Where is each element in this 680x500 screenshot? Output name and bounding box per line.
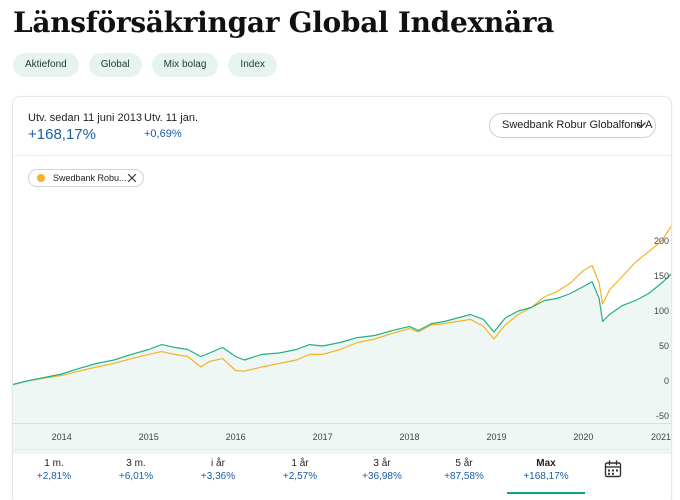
daily-change-stat: Utv. 11 jan. +0,69% bbox=[144, 112, 198, 140]
performance-card: Utv. sedan 11 juni 2013 +168,17% Utv. 11… bbox=[12, 96, 672, 500]
since-start-label: Utv. sedan 11 juni 2013 bbox=[28, 112, 142, 124]
period-label: 3 år bbox=[373, 458, 391, 469]
compare-chip: Swedbank Robu... bbox=[28, 169, 144, 187]
daily-change-value: +0,69% bbox=[144, 128, 182, 140]
calendar-icon bbox=[604, 460, 622, 478]
y-tick-label: 200 bbox=[654, 236, 669, 246]
x-tick-label: 2021 bbox=[650, 432, 671, 442]
fund-tags: Aktiefond Global Mix bolag Index bbox=[13, 53, 277, 77]
compare-series-line bbox=[13, 225, 671, 386]
period-value: +6,01% bbox=[118, 471, 154, 482]
x-tick-label: 2015 bbox=[138, 432, 159, 442]
period-label: 5 år bbox=[455, 458, 473, 469]
calendar-button[interactable] bbox=[587, 450, 637, 494]
y-tick-label: 150 bbox=[654, 271, 669, 281]
since-start-value: +168,17% bbox=[28, 126, 96, 143]
daily-change-label: Utv. 11 jan. bbox=[144, 112, 199, 124]
series-color-dot bbox=[37, 174, 45, 182]
period-1y[interactable]: 1 år +2,57% bbox=[259, 450, 341, 494]
compare-fund-selected: Swedbank Robur Globalfond A bbox=[502, 119, 653, 131]
period-1m[interactable]: 1 m. +2,81% bbox=[13, 450, 95, 494]
period-value: +87,58% bbox=[444, 471, 484, 482]
period-value: +2,57% bbox=[282, 471, 318, 482]
close-icon[interactable] bbox=[127, 173, 137, 183]
x-tick-label: 2019 bbox=[486, 432, 507, 442]
x-tick-label: 2020 bbox=[573, 432, 594, 442]
period-ytd[interactable]: i år +3,36% bbox=[177, 450, 259, 494]
x-axis-line bbox=[13, 423, 671, 424]
period-3y[interactable]: 3 år +36,98% bbox=[341, 450, 423, 494]
period-5y[interactable]: 5 år +87,58% bbox=[423, 450, 505, 494]
header-divider bbox=[13, 155, 671, 156]
chevron-down-icon bbox=[636, 122, 646, 128]
periods-divider bbox=[13, 449, 671, 450]
since-start-stat: Utv. sedan 11 juni 2013 +168,17% bbox=[28, 112, 142, 143]
x-tick-label: 2016 bbox=[225, 432, 246, 442]
performance-chart[interactable]: 200 150 100 50 0 -50 bbox=[13, 192, 671, 454]
tag-global[interactable]: Global bbox=[88, 53, 142, 77]
period-value: +2,81% bbox=[36, 471, 72, 482]
y-tick-label: 0 bbox=[664, 376, 669, 386]
tag-mix-bolag[interactable]: Mix bolag bbox=[151, 53, 219, 77]
period-value: +3,36% bbox=[200, 471, 236, 482]
period-label: 3 m. bbox=[126, 458, 146, 469]
y-tick-label: -50 bbox=[656, 411, 669, 421]
compare-fund-select[interactable]: Swedbank Robur Globalfond A bbox=[489, 113, 656, 138]
period-label: 1 år bbox=[291, 458, 309, 469]
fund-series-line bbox=[13, 273, 671, 386]
x-tick-label: 2017 bbox=[312, 432, 333, 442]
fund-area-fill bbox=[13, 274, 671, 454]
x-tick-label: 2018 bbox=[399, 432, 420, 442]
period-label: 1 m. bbox=[44, 458, 64, 469]
compare-chip-label: Swedbank Robu... bbox=[53, 173, 127, 183]
period-selector: 1 m. +2,81% 3 m. +6,01% i år +3,36% 1 år… bbox=[13, 450, 671, 494]
y-tick-label: 50 bbox=[659, 341, 669, 351]
period-3m[interactable]: 3 m. +6,01% bbox=[95, 450, 177, 494]
tag-aktiefond[interactable]: Aktiefond bbox=[13, 53, 79, 77]
period-label: i år bbox=[211, 458, 225, 469]
page-title: Länsförsäkringar Global Indexnära bbox=[13, 6, 555, 39]
tag-index[interactable]: Index bbox=[228, 53, 277, 77]
x-tick-label: 2014 bbox=[51, 432, 72, 442]
period-max[interactable]: Max +168,17% bbox=[505, 450, 587, 494]
chart-svg: 200 150 100 50 0 -50 bbox=[13, 225, 671, 454]
period-value: +36,98% bbox=[362, 471, 402, 482]
period-label: Max bbox=[536, 458, 556, 469]
y-tick-label: 100 bbox=[654, 306, 669, 316]
period-value: +168,17% bbox=[523, 471, 569, 482]
